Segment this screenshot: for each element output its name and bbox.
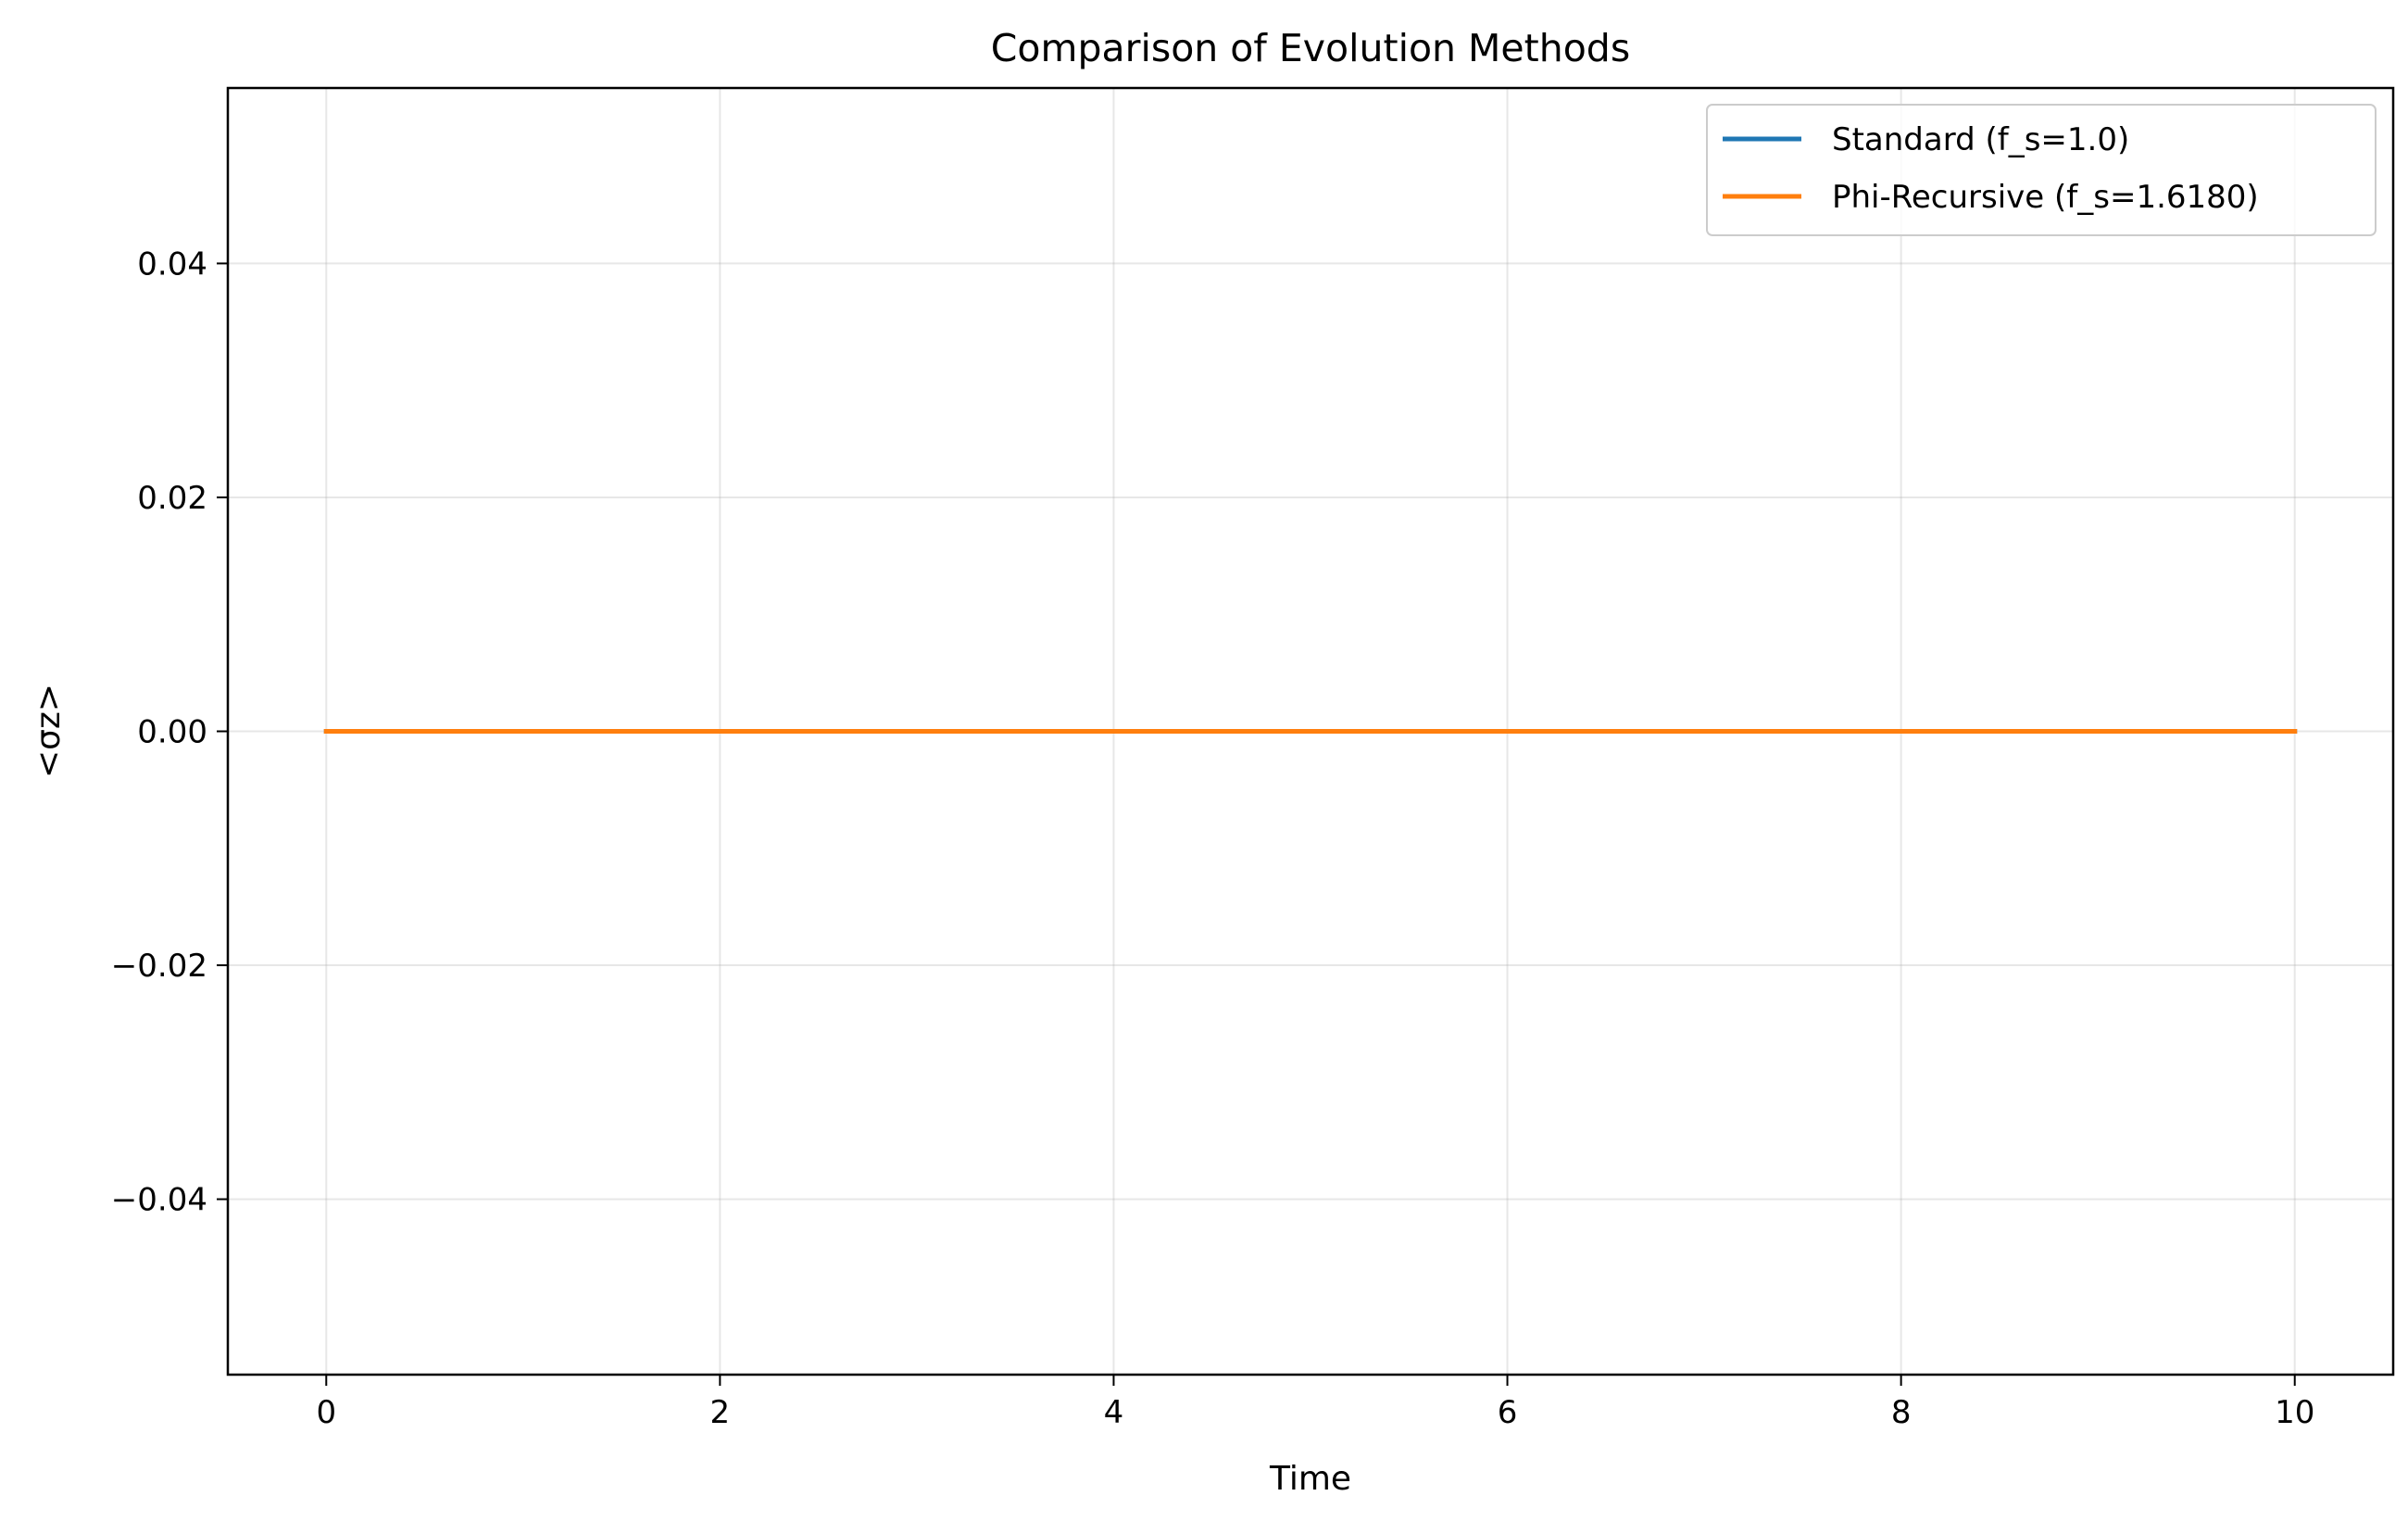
y-axis-label: <σz> [30,684,68,778]
y-tick-label: 0.00 [137,714,207,751]
y-tick-label: −0.02 [111,948,207,985]
x-axis-label: Time [1269,1460,1351,1498]
x-tick-label: 4 [1104,1394,1124,1431]
x-tick-label: 0 [316,1394,336,1431]
legend-label-phi-recursive: Phi-Recursive (f_s=1.6180) [1832,179,2259,216]
chart-title: Comparison of Evolution Methods [991,26,1630,70]
x-axis-ticks: 0 2 4 6 8 10 [316,1375,2314,1431]
x-tick-label: 6 [1498,1394,1518,1431]
y-tick-label: 0.02 [137,480,207,517]
x-tick-label: 8 [1891,1394,1912,1431]
x-tick-label: 2 [710,1394,731,1431]
y-axis-ticks: −0.04 −0.02 0.00 0.02 0.04 [111,245,228,1219]
x-tick-label: 10 [2275,1394,2314,1431]
legend-box [1706,104,2377,236]
legend-label-standard: Standard (f_s=1.0) [1832,121,2129,158]
y-tick-label: 0.04 [137,245,207,283]
legend: Standard (f_s=1.0) Phi-Recursive (f_s=1.… [1706,104,2377,236]
y-tick-label: −0.04 [111,1182,207,1219]
